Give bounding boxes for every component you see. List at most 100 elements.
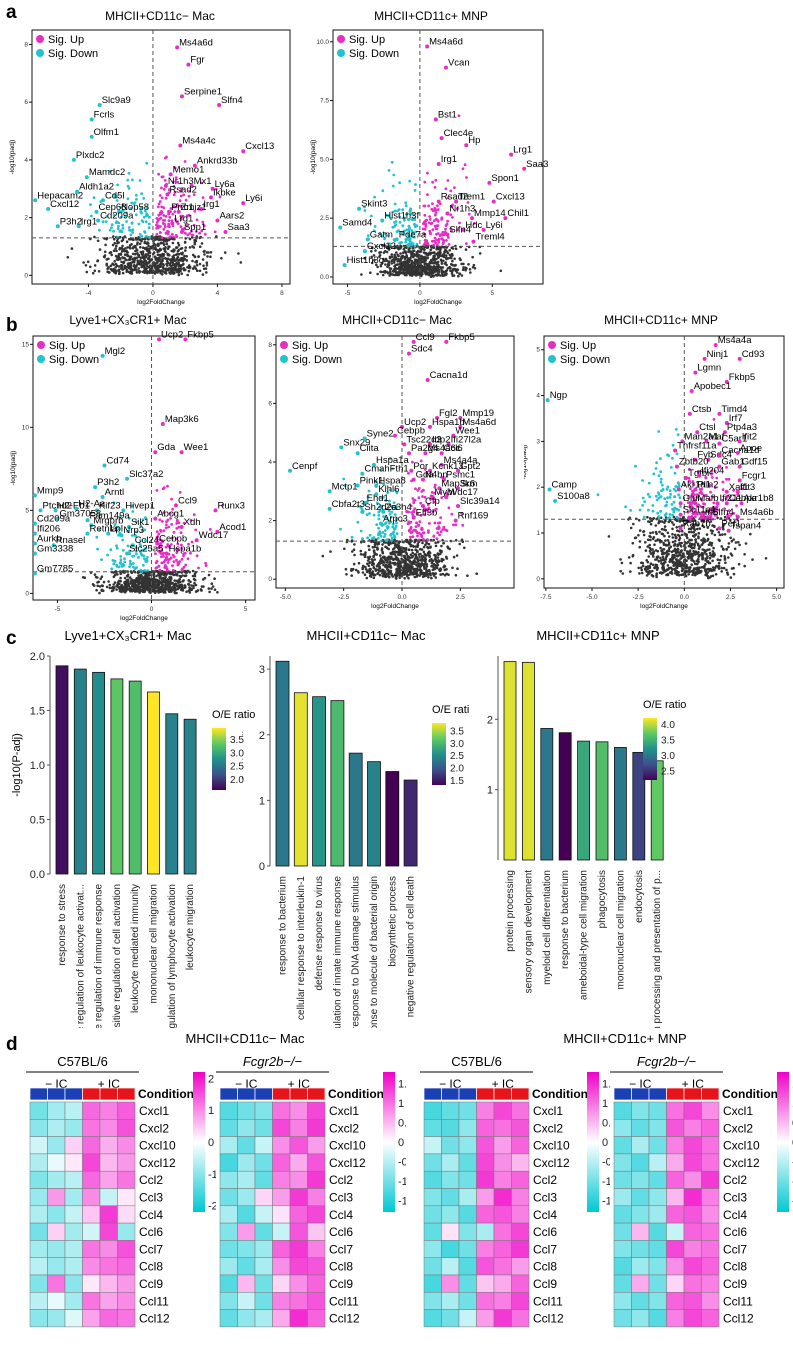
sig-up-point xyxy=(194,230,198,233)
ns-point xyxy=(164,267,167,271)
gene-label: H2-Eb1 xyxy=(58,500,90,511)
gene-point xyxy=(421,503,425,508)
legend-down-swatch xyxy=(280,355,288,363)
gene-label: Hspa8 xyxy=(378,475,405,486)
gene-point xyxy=(443,65,448,70)
sig-down-point xyxy=(387,214,391,218)
sig-down-point xyxy=(666,517,670,520)
ns-point xyxy=(403,264,407,268)
volcano-plot-a-mhcii-cd11c-neg-mac: MHCII+CD11c− MacMs4a6dFgrSerpine1Slfn4Sl… xyxy=(9,9,291,306)
sig-up-point xyxy=(701,505,705,509)
sig-down-point xyxy=(113,523,117,526)
ns-point xyxy=(408,271,412,274)
sig-up-point xyxy=(178,199,182,203)
sig-down-point xyxy=(117,527,121,531)
ns-point xyxy=(166,578,170,582)
gene-label: Ehd1 xyxy=(367,493,389,504)
sig-up-point xyxy=(160,175,164,179)
gene-label: Cd5l xyxy=(105,190,125,201)
ns-point xyxy=(408,561,412,564)
sig-up-point xyxy=(155,217,159,220)
ns-point xyxy=(145,255,148,259)
ns-point xyxy=(405,567,409,570)
ns-point xyxy=(183,254,186,258)
sig-down-point xyxy=(414,230,418,234)
ns-point xyxy=(410,563,413,566)
sig-up-point xyxy=(162,511,166,515)
gene-label: Wee1 xyxy=(455,426,480,437)
ns-point xyxy=(710,532,714,535)
ns-point xyxy=(363,573,367,576)
gene-point xyxy=(409,468,414,473)
sig-up-point xyxy=(160,196,164,200)
sig-down-point xyxy=(372,229,376,233)
ns-point xyxy=(184,569,187,573)
ns-point xyxy=(713,553,716,557)
ns-point xyxy=(683,565,686,568)
sig-down-point xyxy=(123,214,127,218)
ns-point xyxy=(364,551,367,554)
sig-up-point xyxy=(189,518,193,522)
sig-down-point xyxy=(372,513,376,517)
sig-up-point xyxy=(415,530,418,533)
sig-down-point xyxy=(379,534,383,538)
sig-up-point xyxy=(723,507,726,511)
ns-point xyxy=(382,251,386,254)
ns-point xyxy=(149,269,152,272)
gene-label: Ccl24 xyxy=(135,535,159,546)
point-cloud xyxy=(81,484,225,595)
sig-down-point xyxy=(647,481,651,485)
ns-point xyxy=(191,574,195,578)
ns-point xyxy=(655,572,658,575)
ns-point xyxy=(706,537,710,541)
ns-point xyxy=(631,555,635,558)
ns-point xyxy=(70,247,74,250)
ns-point xyxy=(380,261,384,265)
sig-up-point xyxy=(436,531,440,535)
sig-down-point xyxy=(669,493,672,496)
sig-up-point xyxy=(193,209,197,213)
ns-point xyxy=(699,571,702,574)
sig-down-point xyxy=(381,189,385,193)
sig-up-point xyxy=(439,530,443,533)
ns-point xyxy=(237,252,240,255)
ns-point xyxy=(183,258,187,261)
ns-point xyxy=(131,246,135,250)
sig-up-point xyxy=(419,501,423,505)
gene-point xyxy=(339,445,344,450)
ns-point xyxy=(154,580,158,583)
sig-down-point xyxy=(129,207,133,210)
ns-point xyxy=(166,257,170,261)
ns-point xyxy=(177,253,181,256)
ns-point xyxy=(693,519,697,522)
ns-point xyxy=(408,258,412,262)
sig-up-point xyxy=(180,547,184,551)
ns-point xyxy=(161,576,165,580)
ns-point xyxy=(706,560,710,563)
sig-up-point xyxy=(441,230,445,234)
ns-point xyxy=(435,252,438,256)
sig-down-point xyxy=(115,565,119,568)
sig-down-point xyxy=(131,178,134,182)
ns-point xyxy=(706,555,709,558)
ns-point xyxy=(141,246,145,249)
sig-up-point xyxy=(424,225,428,228)
ns-point xyxy=(134,252,137,256)
ns-point xyxy=(388,560,392,564)
sig-down-point xyxy=(115,546,119,550)
ns-point xyxy=(136,579,139,583)
ns-point xyxy=(387,557,391,560)
ns-point xyxy=(192,584,195,588)
sig-down-point xyxy=(143,230,147,234)
y-tick-label: 5.0 xyxy=(320,156,329,163)
ns-point xyxy=(144,259,147,263)
y-tick-label: 2 xyxy=(268,518,272,525)
ns-point xyxy=(689,545,693,549)
ns-point xyxy=(722,566,726,570)
ns-point xyxy=(239,261,243,264)
ns-point xyxy=(460,538,464,542)
ns-point xyxy=(364,568,368,571)
gene-label: Gda xyxy=(416,470,435,481)
ns-point xyxy=(143,257,146,260)
gene-label: Rsad2 xyxy=(169,185,196,196)
